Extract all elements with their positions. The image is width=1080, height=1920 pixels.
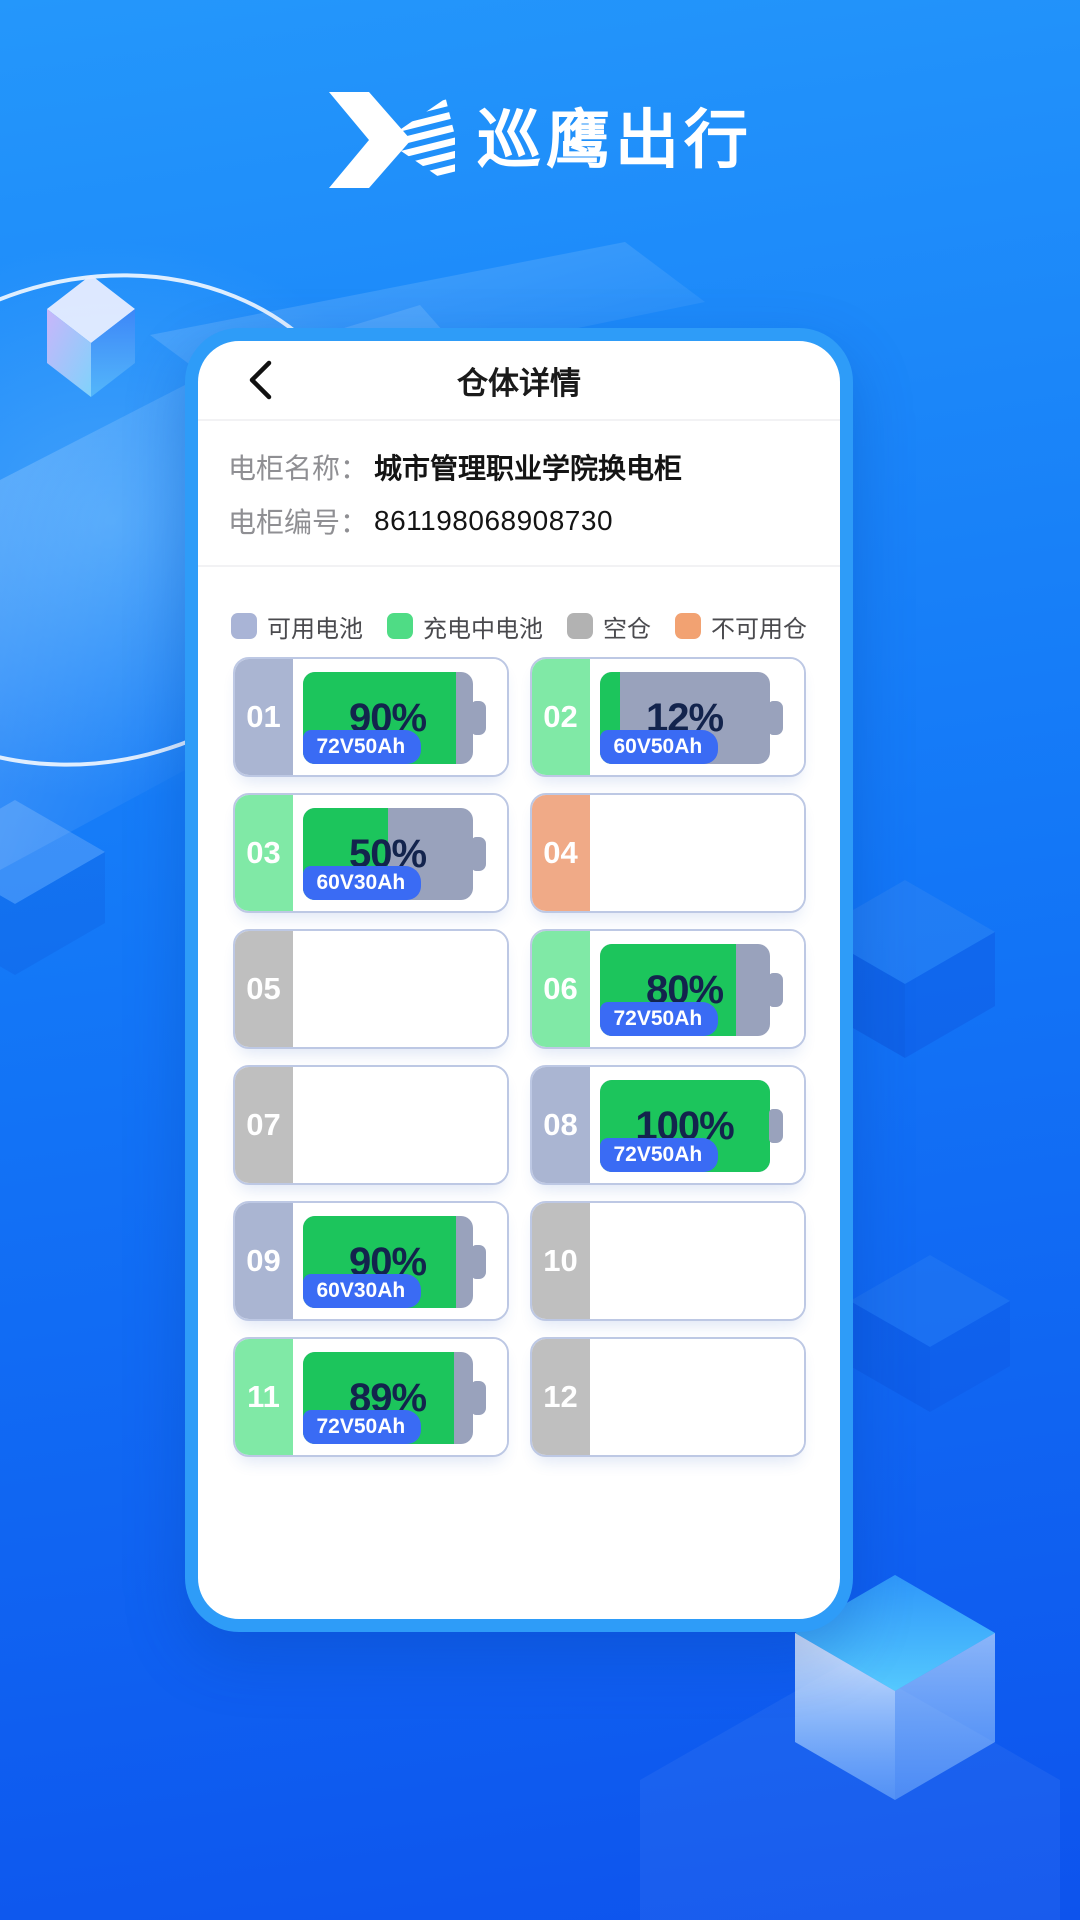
slot-number-tab: 02 [531, 659, 590, 775]
battery-terminal [471, 837, 486, 871]
battery-indicator: 100% 72V50Ah [599, 1080, 783, 1172]
battery-indicator: 50% 60V30Ah [302, 808, 486, 900]
battery-indicator: 89% 72V50Ah [302, 1352, 486, 1444]
cabinet-name-label: 电柜名称： [228, 453, 369, 484]
page-title: 仓体详情 [457, 365, 581, 401]
battery-spec-badge: 72V50Ah [599, 1138, 719, 1172]
slot-number-tab: 11 [234, 1339, 293, 1455]
slot-body: 12% 60V50Ah [589, 659, 804, 775]
slot-body: 100% 72V50Ah [589, 1067, 804, 1183]
battery-terminal [471, 1245, 486, 1279]
cabinet-name-row: 电柜名称： 城市管理职业学院换电柜 [228, 447, 810, 487]
battery-slot[interactable]: 06 80% 72V50Ah [529, 929, 806, 1049]
cabinet-info: 电柜名称： 城市管理职业学院换电柜 电柜编号： 861198068908730 [198, 421, 840, 567]
battery-terminal [768, 701, 783, 735]
battery-terminal [471, 1381, 486, 1415]
battery-slot[interactable]: 11 89% 72V50Ah [232, 1337, 509, 1457]
slot-number-tab: 06 [531, 931, 590, 1047]
battery-slot[interactable]: 09 90% 60V30Ah [232, 1201, 509, 1321]
legend-label: 可用电池 [267, 615, 363, 643]
cabinet-code-value: 861198068908730 [374, 505, 614, 536]
battery-spec-badge: 72V50Ah [599, 1002, 719, 1036]
legend-color-swatch [675, 613, 701, 639]
slot-body [292, 931, 507, 1047]
cabinet-detail-card: 仓体详情 电柜名称： 城市管理职业学院换电柜 电柜编号： 86119806890… [185, 328, 853, 1632]
battery-spec-badge: 60V50Ah [599, 730, 719, 764]
battery-spec-badge: 72V50Ah [302, 730, 422, 764]
battery-indicator: 90% 60V30Ah [302, 1216, 486, 1308]
slot-body: 89% 72V50Ah [292, 1339, 507, 1455]
battery-slot[interactable]: 07 [232, 1065, 509, 1185]
battery-slot[interactable]: 12 [529, 1337, 806, 1457]
battery-indicator: 90% 72V50Ah [302, 672, 486, 764]
slot-number-tab: 03 [234, 795, 293, 911]
cabinet-name-value: 城市管理职业学院换电柜 [374, 453, 683, 484]
legend-item: 不可用仓 [675, 609, 807, 644]
battery-slot[interactable]: 01 90% 72V50Ah [232, 657, 509, 777]
battery-slot[interactable]: 08 100% 72V50Ah [529, 1065, 806, 1185]
battery-slot[interactable]: 04 [529, 793, 806, 913]
legend-label: 不可用仓 [711, 615, 807, 643]
cabinet-code-label: 电柜编号： [228, 507, 369, 538]
legend-item: 空仓 [567, 609, 651, 644]
battery-indicator: 12% 60V50Ah [599, 672, 783, 764]
brand-logo-text: 巡鹰出行 [477, 104, 753, 176]
battery-spec-badge: 60V30Ah [302, 1274, 422, 1308]
cabinet-code-row: 电柜编号： 861198068908730 [228, 501, 810, 541]
slot-body [589, 1203, 804, 1319]
slot-grid: 01 90% 72V50Ah 02 12% 60V50Ah 03 [198, 657, 840, 1457]
battery-slot[interactable]: 10 [529, 1201, 806, 1321]
status-legend: 可用电池 充电中电池 空仓 不可用仓 [198, 609, 840, 644]
slot-number-tab: 05 [234, 931, 293, 1047]
battery-terminal [768, 1109, 783, 1143]
legend-label: 空仓 [603, 615, 651, 643]
slot-body [589, 795, 804, 911]
legend-color-swatch [231, 613, 257, 639]
slot-number-tab: 01 [234, 659, 293, 775]
slot-number-tab: 08 [531, 1067, 590, 1183]
brand-logo-x-icon [329, 92, 455, 188]
battery-slot[interactable]: 02 12% 60V50Ah [529, 657, 806, 777]
slot-body [589, 1339, 804, 1455]
battery-terminal [471, 701, 486, 735]
card-header: 仓体详情 [198, 341, 840, 421]
chevron-left-icon [249, 360, 272, 400]
slot-number-tab: 04 [531, 795, 590, 911]
battery-spec-badge: 72V50Ah [302, 1410, 422, 1444]
legend-label: 充电中电池 [423, 615, 543, 643]
slot-body [292, 1067, 507, 1183]
battery-slot[interactable]: 05 [232, 929, 509, 1049]
legend-item: 充电中电池 [387, 609, 543, 644]
slot-number-tab: 12 [531, 1339, 590, 1455]
slot-body: 90% 72V50Ah [292, 659, 507, 775]
legend-item: 可用电池 [231, 609, 363, 644]
slot-number-tab: 07 [234, 1067, 293, 1183]
battery-terminal [768, 973, 783, 1007]
battery-spec-badge: 60V30Ah [302, 866, 422, 900]
slot-number-tab: 10 [531, 1203, 590, 1319]
brand-logo: 巡鹰出行 [0, 92, 1080, 188]
battery-slot[interactable]: 03 50% 60V30Ah [232, 793, 509, 913]
legend-color-swatch [387, 613, 413, 639]
slot-number-tab: 09 [234, 1203, 293, 1319]
slot-body: 80% 72V50Ah [589, 931, 804, 1047]
slot-body: 90% 60V30Ah [292, 1203, 507, 1319]
slot-body: 50% 60V30Ah [292, 795, 507, 911]
battery-indicator: 80% 72V50Ah [599, 944, 783, 1036]
legend-color-swatch [567, 613, 593, 639]
back-button[interactable] [238, 358, 282, 402]
